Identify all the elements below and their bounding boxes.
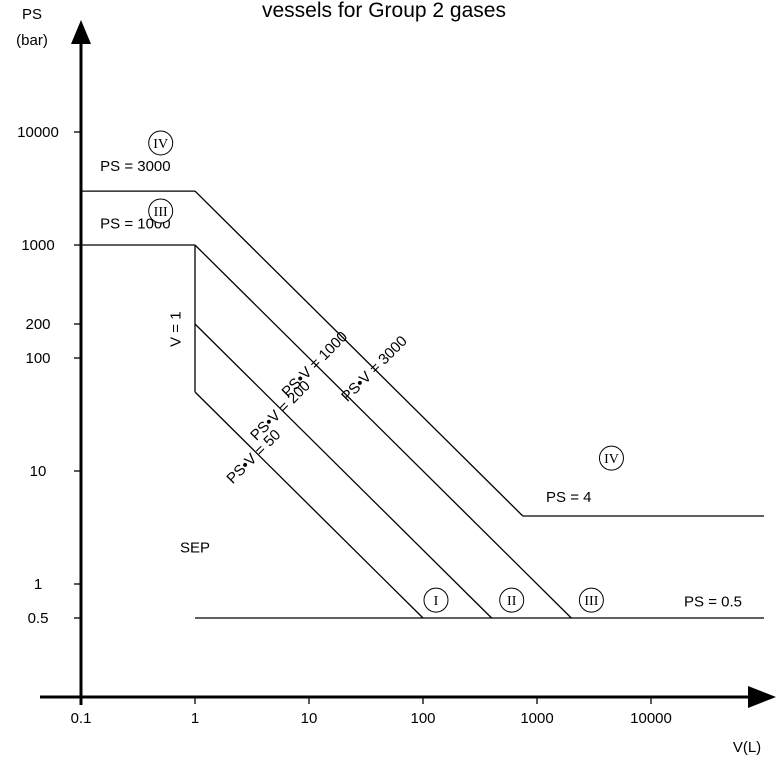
y-tick-label: 10 [30, 463, 47, 480]
plot-area: 0.1 1 10 100 1000 10000 0.5 1 10 100 200 1000 10000 P… [17, 124, 764, 727]
y-tick-label: 1 [34, 576, 42, 593]
x-tick-label: 1000 [520, 710, 553, 727]
category-circle-iii [578, 587, 604, 613]
y-tick-label: 0.5 [28, 610, 49, 627]
category-label-iv: IV [153, 137, 168, 152]
annotation-ps-0-5: PS = 0.5 [684, 594, 742, 611]
category-circle-i [423, 587, 449, 613]
x-tick-label: 10000 [630, 710, 672, 727]
category-circle-iv [598, 445, 624, 471]
y-axis-arrowhead [71, 20, 91, 44]
line-ps-x-v-200 [194, 323, 493, 619]
y-tick-label: 100 [25, 350, 50, 367]
category-label-iii: III [154, 205, 168, 220]
x-axis-label: V(L) [733, 739, 761, 756]
x-tick-label: 10 [301, 710, 318, 727]
annotation-v-1: V = 1 [168, 311, 185, 346]
category-label-ii: II [507, 594, 517, 609]
annotation-ps-3000: PS = 3000 [100, 158, 170, 175]
annotation-ps-4: PS = 4 [546, 489, 591, 506]
x-tick-label: 0.1 [71, 710, 92, 727]
annotation-sep: SEP [180, 540, 210, 557]
y-tick-label: 200 [25, 316, 50, 333]
x-tick-label: 1 [191, 710, 199, 727]
line-ps-x-v-50 [194, 391, 424, 619]
y-axis-label-line2: (bar) [16, 32, 48, 49]
category-circle-ii [499, 587, 525, 613]
y-axis-label-line1: PS [22, 6, 42, 23]
category-label-iv: IV [604, 452, 619, 467]
category-label-iii: III [584, 594, 598, 609]
line-ps-x-v-3000 [194, 190, 524, 517]
chart-title: vessels for Group 2 gases [262, 0, 506, 22]
category-circle-iii [148, 198, 174, 224]
category-circle-iv [148, 130, 174, 156]
x-axis-arrowhead [748, 686, 776, 708]
x-tick-label: 100 [410, 710, 435, 727]
line-ps-x-v-1000 [194, 244, 572, 619]
category-label-i: I [434, 594, 439, 609]
y-tick-label: 1000 [21, 237, 54, 254]
y-tick-label: 10000 [17, 124, 59, 141]
